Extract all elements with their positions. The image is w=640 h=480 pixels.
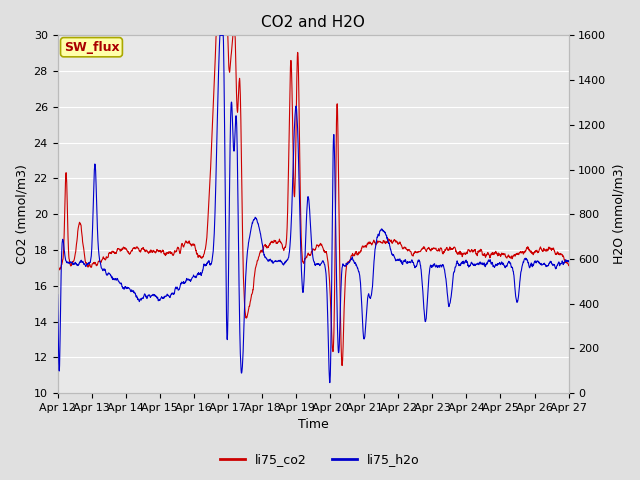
li75_co2 (289, 130, 296, 136)
Legend: li75_co2, li75_h2o: li75_co2, li75_h2o (215, 448, 425, 471)
li75_h2o (303, 220, 310, 226)
Line: li75_co2: li75_co2 (58, 36, 568, 366)
Title: CO2 and H2O: CO2 and H2O (261, 15, 365, 30)
li75_co2 (550, 247, 558, 253)
li75_co2 (550, 248, 558, 254)
li75_h2o (550, 262, 558, 267)
li75_co2 (564, 263, 572, 268)
li75_h2o (550, 263, 558, 268)
li75_co2 (339, 363, 346, 369)
li75_co2 (80, 245, 88, 251)
li75_co2 (456, 249, 464, 255)
li75_h2o (326, 380, 333, 385)
Y-axis label: CO2 (mmol/m3): CO2 (mmol/m3) (15, 164, 28, 264)
li75_h2o (216, 33, 224, 38)
li75_co2 (54, 266, 61, 272)
Y-axis label: H2O (mmol/m3): H2O (mmol/m3) (612, 164, 625, 264)
li75_h2o (54, 292, 61, 298)
li75_h2o (456, 262, 464, 267)
li75_co2 (303, 254, 310, 260)
X-axis label: Time: Time (298, 419, 328, 432)
li75_co2 (212, 33, 220, 38)
li75_h2o (564, 259, 572, 264)
Line: li75_h2o: li75_h2o (58, 36, 568, 383)
li75_h2o (80, 261, 88, 267)
li75_h2o (289, 177, 296, 182)
Text: SW_flux: SW_flux (63, 41, 119, 54)
